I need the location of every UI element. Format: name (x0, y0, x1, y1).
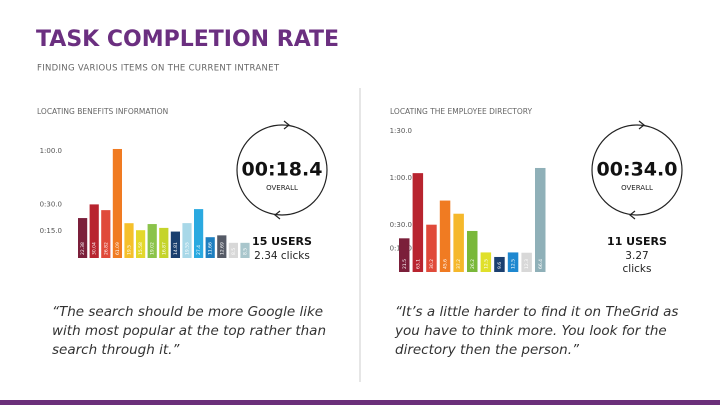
bar (240, 242, 250, 258)
bar (480, 252, 492, 272)
bar (426, 224, 437, 272)
arrow (629, 210, 636, 220)
y-tick-label: 0:30.0 (390, 221, 412, 229)
users: 15 USERS (252, 235, 312, 248)
overall-time: 00:18.4 (242, 159, 323, 181)
bar (217, 235, 227, 258)
chart-title: LOCATING THE EMPLOYEE DIRECTORY (390, 107, 533, 116)
value-label: 12.5 (511, 259, 517, 269)
value-label: 27.4 (196, 245, 202, 255)
y-tick-label: 0:30.0 (40, 200, 62, 208)
clicks: clicks (623, 263, 652, 275)
bar (182, 223, 192, 258)
overall-label: OVERALL (266, 184, 298, 192)
value-label: 19.5 (127, 245, 133, 255)
clicks: 2.34 clicks (254, 250, 310, 262)
arrow (274, 210, 281, 220)
bar (399, 238, 410, 272)
chart-title: LOCATING BENEFITS INFORMATION (37, 107, 168, 116)
value-label: 14.81 (173, 242, 179, 255)
bar (507, 252, 519, 272)
bar (101, 210, 111, 258)
bar (124, 223, 134, 258)
bar (205, 237, 215, 258)
overall-time: 00:34.0 (597, 159, 678, 181)
bar (136, 230, 146, 258)
bar (439, 200, 451, 272)
bar (78, 218, 88, 258)
value-label: 19.02 (150, 242, 156, 255)
bar (453, 213, 464, 272)
value-label: 30.04 (92, 242, 98, 255)
timer-ring (236, 124, 328, 216)
y-tick-label: 1:30.0 (390, 127, 412, 135)
clicks: 3.27 (625, 250, 648, 262)
value-label: 26.2 (470, 259, 476, 269)
value-label: 19.55 (185, 242, 191, 255)
arrow (283, 120, 290, 130)
timer-ring (591, 124, 683, 216)
value-label: 22.38 (80, 242, 86, 255)
y-tick-label: 1:00.0 (390, 174, 412, 182)
quote: “The search should be more Google like w… (52, 304, 326, 358)
bar (170, 231, 180, 258)
value-label: 12.5 (483, 259, 489, 269)
overall-label: OVERALL (621, 184, 653, 192)
y-tick-label: 0:15.0 (40, 227, 62, 235)
value-label: 21.5 (402, 259, 408, 269)
value-label: 8.5 (243, 248, 249, 255)
value-label: 37.2 (456, 259, 462, 269)
quote: “It’s a little harder to find it on TheG… (395, 304, 679, 358)
bar (112, 148, 122, 258)
value-label: 66.4 (538, 259, 544, 269)
value-label: 9.6 (497, 262, 503, 269)
subtitle: FINDING VARIOUS ITEMS ON THE CURRENT INT… (37, 64, 280, 74)
bar (521, 252, 532, 272)
value-label: 45.6 (443, 259, 449, 269)
y-tick-label: 1:00.0 (40, 147, 62, 155)
value-label: 12.3 (524, 259, 530, 269)
title: TASK COMPLETION RATE (36, 27, 339, 52)
bar (412, 173, 424, 272)
bar (147, 224, 157, 258)
footer-bar (0, 400, 720, 405)
bar (535, 167, 546, 272)
value-label: 26.82 (103, 242, 109, 255)
bar (228, 242, 238, 258)
arrow (638, 120, 645, 130)
bar (194, 209, 204, 258)
value-label: 8.5 (231, 248, 237, 255)
value-label: 15.58 (138, 242, 144, 255)
value-label: 12.69 (219, 242, 225, 255)
bar (89, 204, 99, 258)
value-label: 16.87 (161, 242, 167, 255)
value-label: 61.09 (115, 242, 121, 255)
bar (159, 227, 169, 258)
users: 11 USERS (607, 235, 667, 248)
bar (467, 230, 478, 272)
value-label: 63.1 (415, 259, 421, 269)
bar (494, 256, 505, 272)
value-label: 30.2 (429, 259, 435, 269)
value-label: 11.66 (208, 242, 214, 255)
